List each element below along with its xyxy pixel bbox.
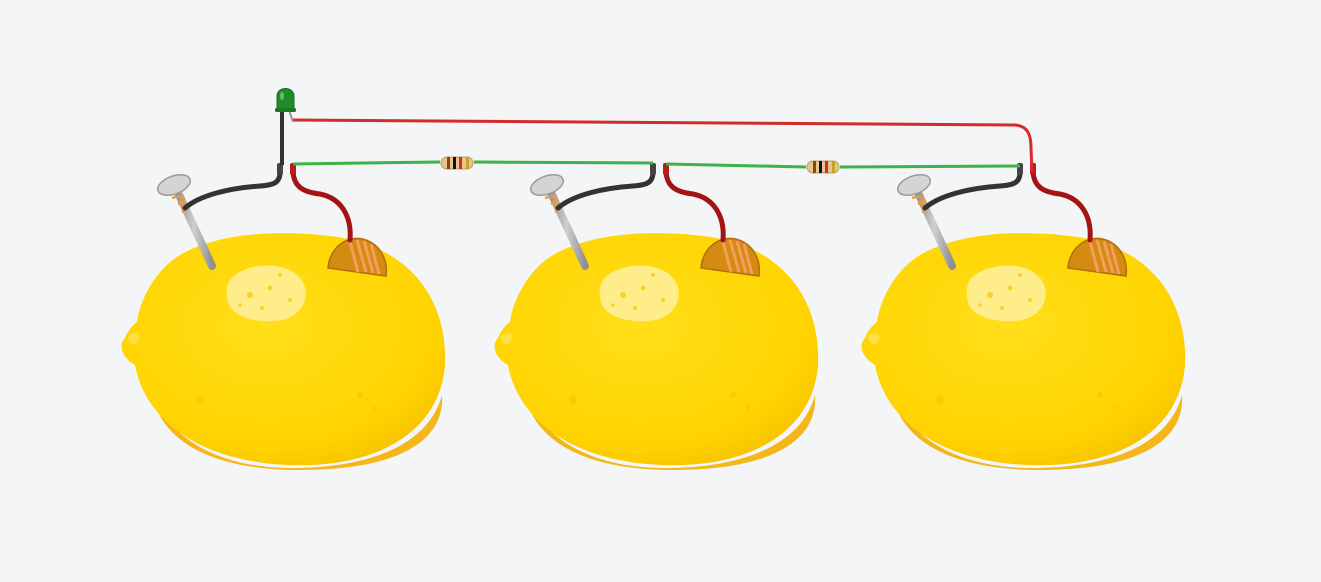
lemon-2[interactable]	[495, 233, 819, 470]
resistor-band	[825, 161, 828, 173]
wire-copper3-up[interactable]	[1033, 172, 1090, 240]
lemon-battery-2[interactable]	[495, 163, 819, 470]
lemon-battery-3[interactable]	[862, 163, 1186, 470]
nail-head	[895, 171, 933, 200]
resistor-band	[459, 157, 462, 169]
resistor-band	[466, 157, 469, 169]
resistor-1[interactable]	[441, 157, 473, 169]
resistor-band	[832, 161, 835, 173]
wire-tip	[650, 163, 656, 175]
led-rim	[275, 108, 296, 112]
lemon-highlight	[227, 265, 306, 321]
wire-red-return[interactable]	[292, 120, 1032, 172]
wire-nail1-to-led[interactable]	[185, 172, 280, 208]
zinc-nail-2[interactable]	[528, 171, 585, 266]
zinc-nail-3[interactable]	[895, 171, 952, 266]
lemon-highlight	[600, 265, 679, 321]
lemon-1[interactable]	[122, 233, 446, 470]
led-green[interactable]	[275, 89, 296, 166]
wire-green-lemon2-to-lemon3[interactable]	[666, 164, 1020, 167]
wire-copper1-up[interactable]	[293, 172, 350, 240]
wire-nail3-up[interactable]	[925, 172, 1020, 208]
led-bulb	[277, 89, 294, 111]
resistor-band	[447, 157, 450, 169]
resistor-band	[813, 161, 816, 173]
lemon-battery-1[interactable]	[122, 163, 446, 470]
resistor-band	[453, 157, 456, 169]
nail-head	[528, 171, 566, 200]
lemon-3[interactable]	[862, 233, 1186, 470]
led-glint	[280, 92, 284, 100]
resistor-2[interactable]	[807, 161, 839, 173]
resistor-band	[819, 161, 822, 173]
zinc-nail-1[interactable]	[155, 171, 212, 266]
wire-copper2-up[interactable]	[666, 172, 723, 240]
wire-nail2-up[interactable]	[558, 172, 653, 208]
nail-head	[155, 171, 193, 200]
lemon-highlight	[967, 265, 1046, 321]
